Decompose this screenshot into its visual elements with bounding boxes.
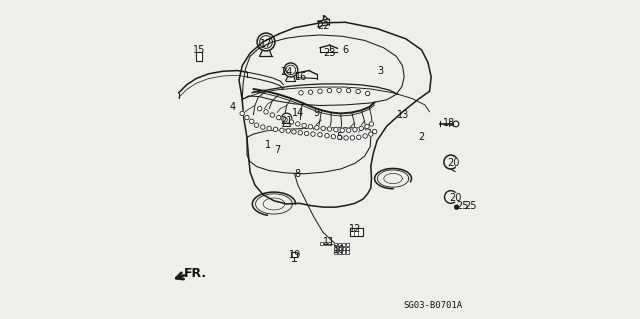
Circle shape: [321, 126, 325, 130]
Circle shape: [344, 136, 348, 140]
Text: 20: 20: [449, 193, 461, 203]
Circle shape: [276, 115, 281, 120]
Circle shape: [302, 123, 307, 128]
Bar: [196, 52, 202, 61]
Text: 3: 3: [378, 66, 383, 76]
Text: 21: 21: [280, 116, 293, 126]
Circle shape: [264, 110, 268, 114]
Text: 20: 20: [447, 158, 460, 168]
Text: 12: 12: [349, 224, 361, 234]
Circle shape: [311, 132, 316, 136]
Text: 25: 25: [457, 201, 469, 211]
Bar: [291, 252, 297, 257]
Circle shape: [318, 89, 322, 93]
Circle shape: [363, 134, 367, 138]
Bar: [324, 242, 327, 245]
Bar: [342, 250, 345, 254]
Circle shape: [273, 127, 278, 131]
Circle shape: [356, 135, 361, 139]
Circle shape: [337, 88, 341, 93]
Circle shape: [299, 91, 303, 95]
Circle shape: [359, 126, 364, 130]
Text: 19: 19: [289, 250, 301, 260]
Circle shape: [240, 111, 244, 116]
Bar: [328, 242, 331, 245]
Circle shape: [372, 129, 377, 134]
Circle shape: [315, 125, 319, 130]
Bar: [338, 243, 341, 246]
Circle shape: [356, 89, 360, 94]
Circle shape: [365, 124, 369, 129]
Text: 6: 6: [342, 45, 348, 55]
Circle shape: [318, 132, 322, 137]
Circle shape: [324, 133, 329, 138]
Circle shape: [346, 128, 351, 132]
Circle shape: [260, 125, 265, 129]
Circle shape: [292, 130, 296, 134]
Bar: [342, 247, 345, 250]
Text: 9: 9: [314, 108, 320, 118]
Circle shape: [270, 113, 275, 117]
Circle shape: [254, 123, 259, 127]
Circle shape: [308, 90, 313, 94]
Circle shape: [289, 120, 294, 124]
Circle shape: [244, 115, 249, 120]
Circle shape: [308, 124, 313, 129]
Circle shape: [267, 126, 271, 130]
Circle shape: [337, 135, 342, 139]
Text: 5: 5: [336, 132, 342, 142]
Bar: [350, 228, 363, 236]
Circle shape: [331, 134, 335, 139]
Text: 13: 13: [396, 110, 409, 120]
Circle shape: [346, 88, 351, 93]
Circle shape: [280, 128, 284, 132]
Text: 25: 25: [465, 201, 477, 211]
Circle shape: [327, 88, 332, 93]
Bar: [346, 250, 349, 254]
Bar: [346, 247, 349, 250]
Text: 7: 7: [274, 145, 280, 155]
Bar: [346, 243, 349, 246]
Bar: [320, 242, 323, 245]
Circle shape: [365, 91, 370, 96]
Text: 23: 23: [323, 48, 336, 58]
Circle shape: [305, 131, 309, 136]
Bar: [338, 250, 341, 254]
Circle shape: [353, 127, 357, 132]
Circle shape: [333, 127, 338, 132]
Text: 2: 2: [419, 132, 425, 142]
Text: 24: 24: [280, 67, 293, 77]
Text: 1: 1: [264, 140, 271, 150]
Circle shape: [250, 119, 254, 123]
Circle shape: [327, 127, 332, 131]
Circle shape: [369, 132, 373, 136]
Circle shape: [286, 129, 291, 133]
Circle shape: [340, 128, 344, 132]
Circle shape: [257, 107, 262, 111]
Text: 14: 14: [292, 108, 304, 118]
Text: 22: 22: [317, 21, 330, 31]
Bar: [334, 243, 337, 246]
Circle shape: [454, 205, 459, 209]
Text: 17: 17: [260, 39, 272, 48]
Circle shape: [298, 130, 303, 135]
Circle shape: [296, 122, 300, 126]
Bar: [334, 247, 337, 250]
Text: FR.: FR.: [184, 267, 207, 280]
Text: 15: 15: [193, 45, 205, 55]
Text: 8: 8: [294, 169, 301, 179]
Text: 10: 10: [333, 245, 345, 255]
Circle shape: [350, 136, 355, 140]
Text: 11: 11: [323, 237, 335, 247]
Text: SG03-B0701A: SG03-B0701A: [403, 301, 462, 310]
Text: 4: 4: [230, 102, 236, 112]
Bar: [334, 250, 337, 254]
Circle shape: [283, 118, 287, 122]
Circle shape: [369, 122, 374, 126]
Bar: [342, 243, 345, 246]
Bar: [338, 247, 341, 250]
Text: 16: 16: [295, 72, 307, 82]
Text: 18: 18: [442, 118, 455, 128]
